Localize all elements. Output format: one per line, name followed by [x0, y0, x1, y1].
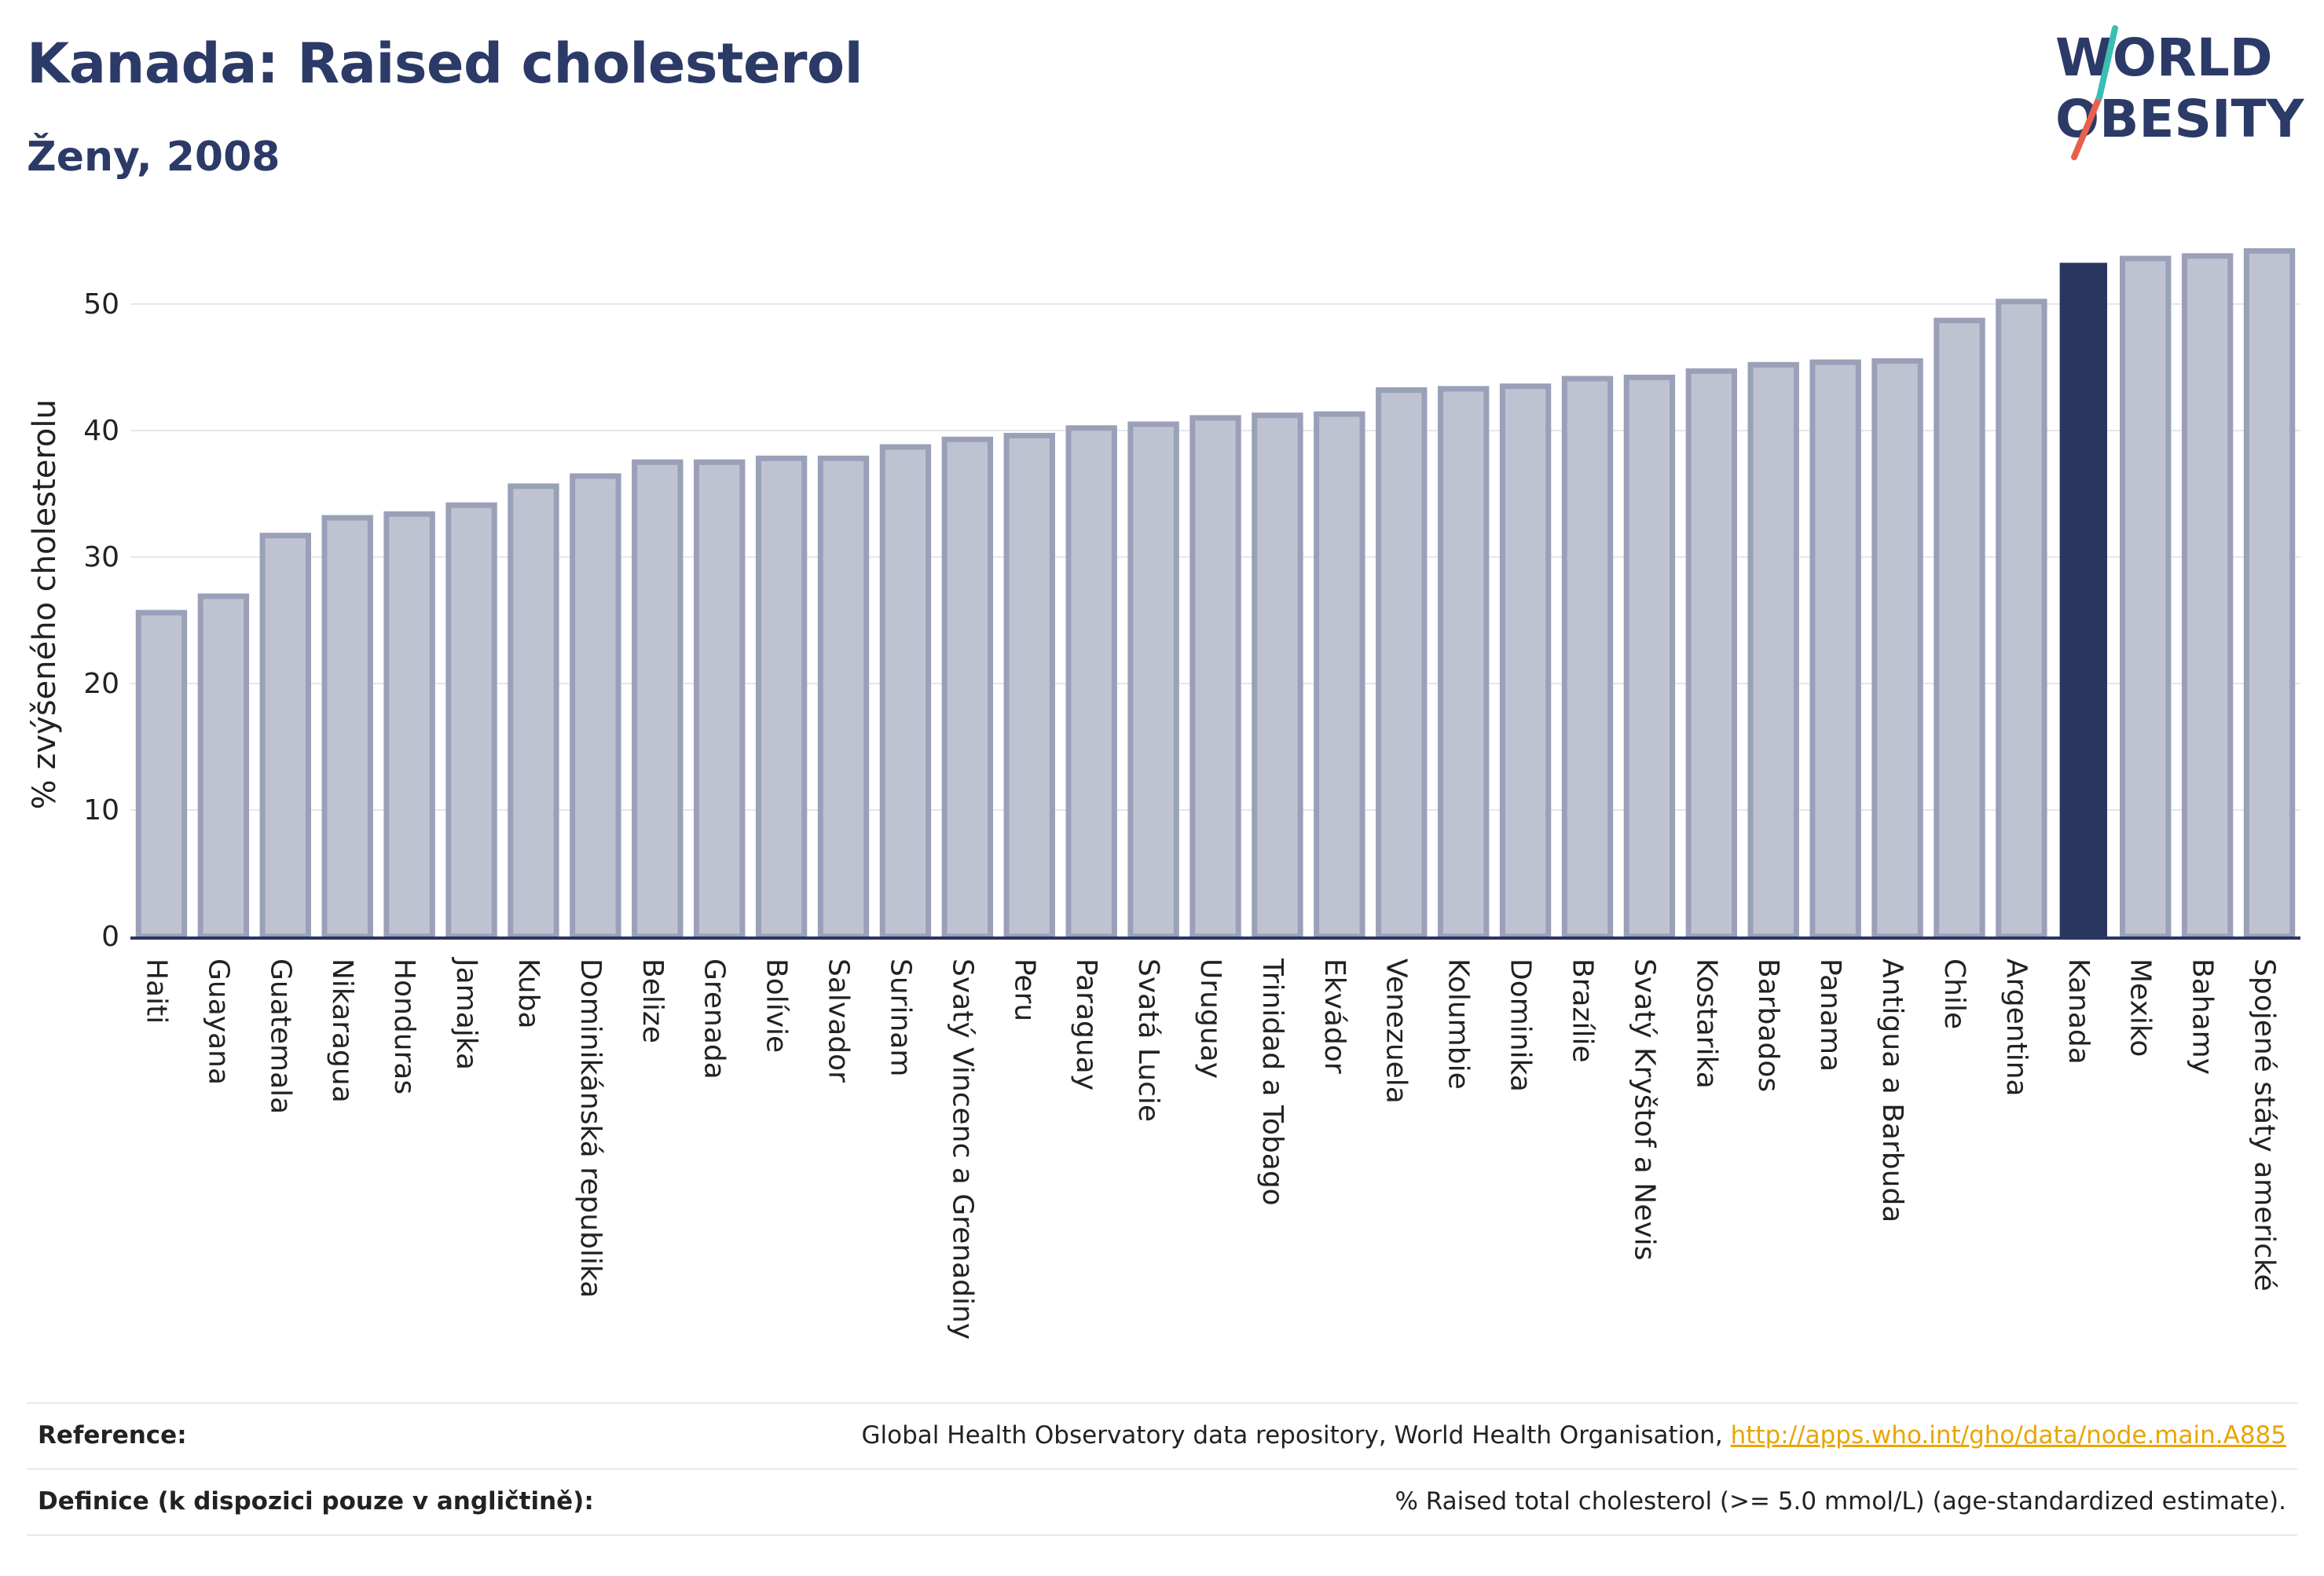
x-tick-label: Svatý Vincenc a Grenadiny: [946, 958, 978, 1340]
bar: [2120, 255, 2172, 940]
bar: [817, 455, 870, 940]
bar: [755, 455, 808, 940]
bar: [259, 533, 311, 940]
footer-divider: [27, 1534, 2297, 1536]
definition-label: Definice (k dispozici pouze v angličtině…: [38, 1487, 594, 1516]
bar: [383, 511, 435, 940]
y-tick-label: 10: [83, 794, 119, 826]
x-tick-label: Svatý Kryštof a Nevis: [1628, 958, 1660, 1260]
bars: [135, 247, 2296, 940]
x-tick-label: Brazílie: [1566, 958, 1598, 1063]
bar: [1809, 359, 1861, 940]
x-tick-label: Jamajka: [450, 957, 482, 1070]
bar: [1189, 415, 1241, 940]
reference-text: Global Health Observatory data repositor…: [861, 1421, 1731, 1450]
bar: [2243, 247, 2296, 940]
bar: [693, 459, 746, 940]
bar-highlight: [2059, 262, 2107, 938]
x-tick-label: Ekvádor: [1318, 958, 1351, 1074]
reference-row: Reference: Global Health Observatory dat…: [27, 1404, 2297, 1467]
x-tick-label: Dominika: [1505, 958, 1537, 1092]
x-tick-label: Antigua a Barbuda: [1876, 958, 1908, 1222]
x-tick-label: Grenada: [698, 958, 731, 1079]
x-tick-label: Argentina: [2000, 958, 2033, 1097]
x-tick-label: Kuba: [512, 958, 544, 1029]
bar: [941, 436, 994, 940]
bar: [1996, 299, 2047, 940]
world-obesity-logo: WORLD OBESITY: [2055, 25, 2305, 160]
x-tick-label: Guatemala: [264, 958, 296, 1114]
bar: [1747, 361, 1799, 940]
bar: [1685, 368, 1738, 940]
logo-slash-teal: [2096, 25, 2118, 101]
bar: [321, 515, 373, 940]
reference-value: Global Health Observatory data repositor…: [862, 1421, 2297, 1450]
x-tick-label: Chile: [1938, 958, 1970, 1029]
x-axis-categories: Haiti Guayana Guatemala Nikaragua Honduras Ja…: [140, 957, 2280, 1340]
x-tick-label: Surinam: [884, 958, 916, 1076]
x-tick-label: Spojené státy americké: [2249, 958, 2281, 1292]
x-tick-label: Paraguay: [1070, 958, 1102, 1090]
definition-row: Definice (k dispozici pouze v angličtině…: [27, 1470, 2297, 1533]
definition-text: % Raised total cholesterol (>= 5.0 mmol/…: [1395, 1487, 2286, 1516]
x-tick-label: Mexiko: [2124, 958, 2157, 1057]
bar: [2181, 253, 2234, 940]
bar-chart: 0 10 20 30 40 50 Haiti Guayana Guatemala Nikarag…: [27, 247, 2300, 1340]
x-tick-label: Trinidad a Tobago: [1256, 958, 1288, 1206]
x-tick-label: Uruguay: [1194, 958, 1226, 1079]
bar: [1003, 432, 1055, 940]
footer-divider: [27, 1402, 2297, 1404]
bar: [1127, 421, 1179, 940]
reference-link[interactable]: http://apps.who.int/gho/data/node.main.A…: [1730, 1421, 2286, 1450]
x-tick-label: Kostarika: [1690, 958, 1722, 1089]
bar: [1314, 411, 1365, 940]
bar: [1561, 376, 1614, 940]
y-axis-title: % zvýšeného cholesterolu: [27, 399, 63, 809]
x-tick-label: Svatá Lucie: [1132, 958, 1164, 1122]
y-axis-ticks: 0 10 20 30 40 50: [83, 288, 119, 953]
x-tick-label: Kolumbie: [1442, 958, 1475, 1090]
x-tick-label: Panama: [1814, 958, 1846, 1072]
page-title: Kanada: Raised cholesterol: [27, 31, 863, 96]
y-tick-label: 40: [83, 415, 119, 447]
bar: [1871, 357, 1923, 940]
bar: [1252, 412, 1303, 940]
bar: [508, 483, 559, 940]
bar: [1065, 425, 1117, 940]
x-tick-label: Belize: [636, 958, 669, 1043]
bar: [1437, 386, 1490, 940]
y-tick-label: 50: [83, 288, 119, 321]
x-tick-label: Barbados: [1752, 958, 1784, 1092]
bar: [879, 444, 932, 940]
x-tick-label: Kanada: [2062, 958, 2095, 1065]
bar: [570, 473, 621, 940]
y-tick-label: 0: [101, 921, 119, 953]
footer-divider: [27, 1468, 2297, 1470]
bar: [1499, 383, 1552, 940]
page-subtitle: Ženy, 2008: [27, 134, 280, 181]
bar: [632, 459, 684, 940]
x-tick-label: Haiti: [140, 958, 172, 1024]
x-tick-label: Nikaragua: [326, 958, 358, 1103]
reference-label: Reference:: [38, 1421, 187, 1450]
bar: [197, 593, 250, 940]
x-tick-label: Venezuela: [1380, 958, 1413, 1104]
logo-slash-coral: [2071, 94, 2102, 160]
bar: [135, 610, 188, 940]
bar: [1376, 387, 1428, 940]
x-tick-label: Dominikánská republika: [574, 958, 607, 1298]
bar: [1623, 374, 1676, 940]
y-tick-label: 30: [83, 541, 119, 574]
x-tick-label: Guayana: [202, 958, 234, 1085]
bar: [1934, 317, 1985, 940]
bar: [445, 502, 497, 940]
logo-line1: WORLD: [2055, 27, 2273, 88]
x-tick-label: Peru: [1008, 958, 1040, 1021]
y-tick-label: 20: [83, 668, 119, 700]
x-tick-label: Honduras: [388, 958, 420, 1094]
x-tick-label: Bolívie: [761, 958, 793, 1053]
x-tick-label: Bahamy: [2187, 958, 2219, 1075]
x-tick-label: Salvador: [823, 958, 855, 1083]
